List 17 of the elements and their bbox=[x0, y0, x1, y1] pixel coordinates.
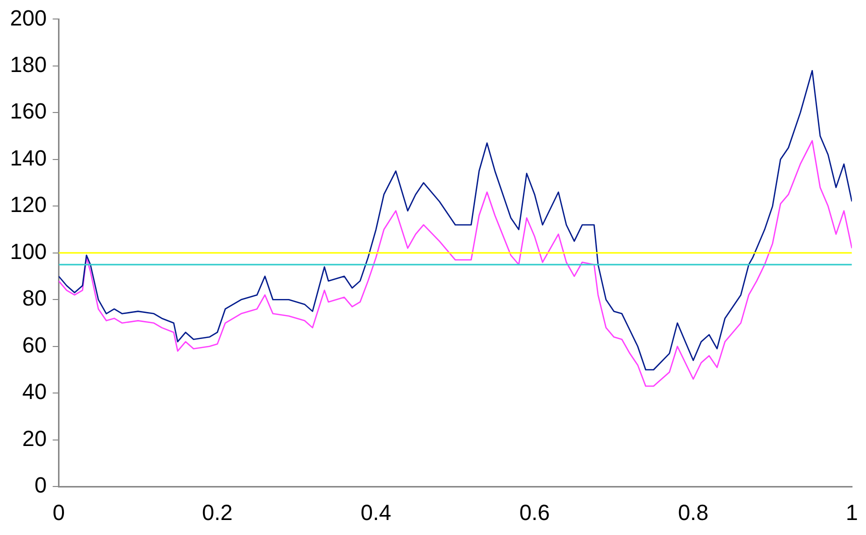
x-tick-label: 0 bbox=[52, 500, 65, 525]
y-tick-label: 160 bbox=[10, 98, 47, 124]
x-tick-label: 0.8 bbox=[678, 500, 709, 525]
x-tick-label: 0.4 bbox=[360, 500, 392, 525]
y-tick-label: 180 bbox=[10, 52, 47, 78]
y-tick-label: 0 bbox=[34, 472, 47, 498]
y-tick-label: 200 bbox=[10, 5, 47, 30]
y-tick-label: 140 bbox=[10, 145, 47, 170]
x-tick-label: 0.6 bbox=[519, 500, 550, 525]
y-tick-label: 20 bbox=[22, 426, 47, 451]
y-tick-label: 120 bbox=[10, 192, 47, 218]
y-tick-label: 100 bbox=[10, 238, 47, 264]
x-tick-label: 1 bbox=[846, 500, 858, 525]
y-tick-label: 80 bbox=[22, 286, 47, 311]
y-tick-label: 60 bbox=[22, 332, 47, 358]
y-tick-label: 40 bbox=[22, 379, 47, 404]
x-tick-label: 0.2 bbox=[202, 500, 233, 525]
